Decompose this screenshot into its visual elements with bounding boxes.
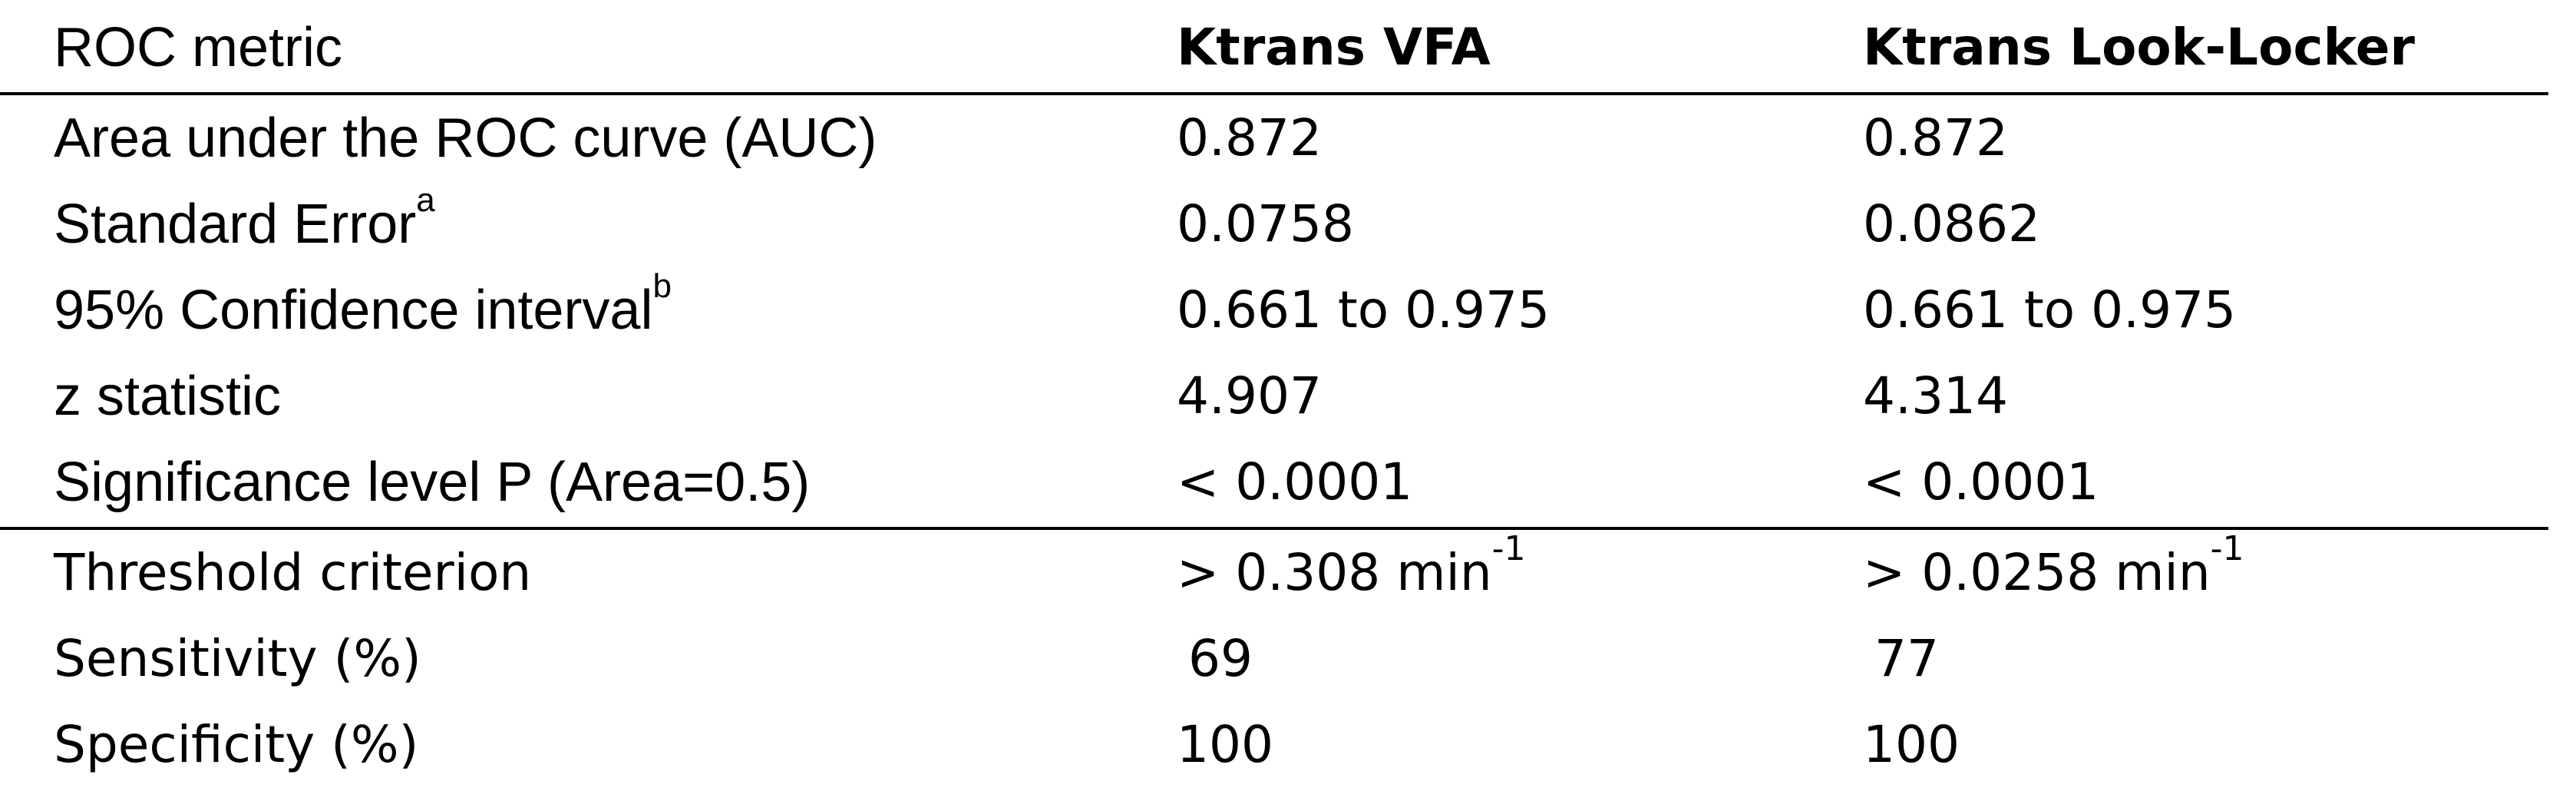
table-row: Specificity (%) 100 100 bbox=[0, 702, 2576, 788]
row-vfa-value: 0.872 bbox=[1177, 108, 1322, 167]
row-metric-label: Specificity (%) bbox=[54, 715, 419, 774]
row-metric-label: Threshold criterion bbox=[54, 543, 532, 602]
table-row: Area under the ROC curve (AUC) 0.872 0.8… bbox=[0, 95, 2576, 181]
row-look-locker-value: > 0.0258 min-1 bbox=[1863, 529, 2244, 603]
row-look-locker-value: 100 bbox=[1863, 715, 1960, 774]
row-metric-label: Area under the ROC curve (AUC) bbox=[54, 108, 877, 169]
section-divider bbox=[0, 527, 2548, 530]
row-look-locker-value: < 0.0001 bbox=[1863, 452, 2099, 512]
row-vfa-value: 69 bbox=[1188, 629, 1253, 688]
row-vfa-value: 0.0758 bbox=[1177, 194, 1354, 253]
row-vfa-value: 100 bbox=[1177, 715, 1273, 774]
row-vfa-value: > 0.308 min-1 bbox=[1177, 529, 1526, 603]
row-metric-label: Standard Errora bbox=[54, 181, 435, 256]
row-look-locker-value: 0.661 to 0.975 bbox=[1863, 280, 2237, 339]
header-roc-metric: ROC metric bbox=[54, 17, 342, 78]
table-row: Sensitivity (%) 69 77 bbox=[0, 616, 2576, 702]
row-metric-label: z statistic bbox=[54, 366, 282, 427]
table-row: Significance level P (Area=0.5) < 0.0001… bbox=[0, 439, 2576, 525]
header-ktrans-look-locker: Ktrans Look-Locker bbox=[1863, 18, 2416, 77]
table-header-row: ROC metric Ktrans VFA Ktrans Look-Locker bbox=[0, 5, 2576, 91]
row-look-locker-value: 0.872 bbox=[1863, 108, 2008, 167]
row-metric-label: Sensitivity (%) bbox=[54, 629, 421, 688]
table-row: Threshold criterion > 0.308 min-1 > 0.02… bbox=[0, 530, 2576, 616]
table-row: 95% Confidence intervalb 0.661 to 0.975 … bbox=[0, 267, 2576, 353]
row-look-locker-value: 0.0862 bbox=[1863, 194, 2040, 253]
row-look-locker-value: 4.314 bbox=[1863, 366, 2008, 425]
row-vfa-value: < 0.0001 bbox=[1177, 452, 1413, 512]
row-vfa-value: 0.661 to 0.975 bbox=[1177, 280, 1551, 339]
header-divider bbox=[0, 92, 2548, 95]
header-ktrans-vfa: Ktrans VFA bbox=[1177, 18, 1491, 77]
row-vfa-value: 4.907 bbox=[1177, 366, 1322, 425]
row-look-locker-value: 77 bbox=[1874, 629, 1939, 688]
table-row: Standard Errora 0.0758 0.0862 bbox=[0, 181, 2576, 267]
row-metric-label: 95% Confidence intervalb bbox=[54, 267, 672, 342]
table-row: z statistic 4.907 4.314 bbox=[0, 353, 2576, 439]
row-metric-label: Significance level P (Area=0.5) bbox=[54, 452, 811, 513]
